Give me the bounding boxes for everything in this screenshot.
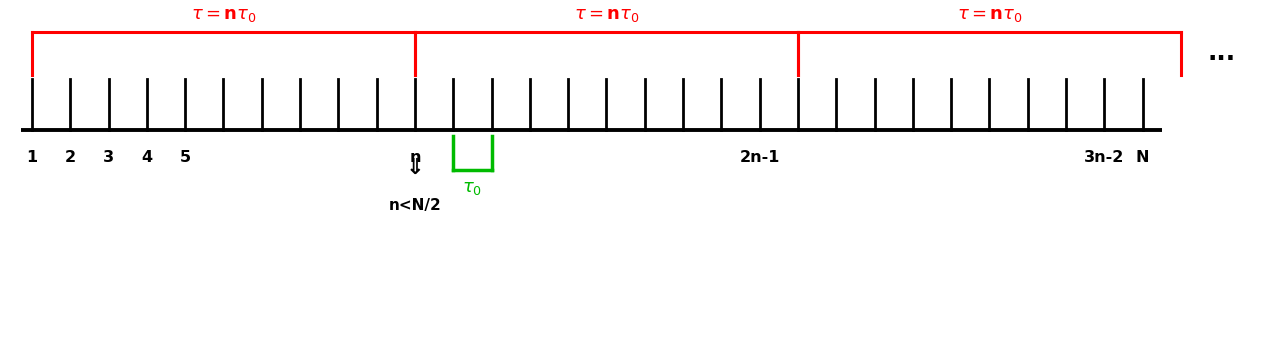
- Text: 1: 1: [27, 150, 37, 165]
- Text: $\tau_0$: $\tau_0$: [463, 179, 482, 197]
- Text: $\tau = \mathbf{n}\tau_0$: $\tau = \mathbf{n}\tau_0$: [190, 6, 257, 24]
- Text: N: N: [1136, 150, 1149, 165]
- Text: n<N/2: n<N/2: [389, 198, 441, 213]
- Text: 3n-2: 3n-2: [1084, 150, 1125, 165]
- Text: 4: 4: [142, 150, 152, 165]
- Text: 2: 2: [65, 150, 75, 165]
- Text: $\tau = \mathbf{n}\tau_0$: $\tau = \mathbf{n}\tau_0$: [574, 6, 639, 24]
- Text: 5: 5: [180, 150, 190, 165]
- Text: ...: ...: [1208, 41, 1236, 66]
- Text: $\tau = \mathbf{n}\tau_0$: $\tau = \mathbf{n}\tau_0$: [956, 6, 1022, 24]
- Text: n: n: [409, 150, 420, 165]
- Text: ⇓: ⇓: [405, 157, 424, 178]
- Text: 3: 3: [104, 150, 114, 165]
- Text: 2n-1: 2n-1: [740, 150, 780, 165]
